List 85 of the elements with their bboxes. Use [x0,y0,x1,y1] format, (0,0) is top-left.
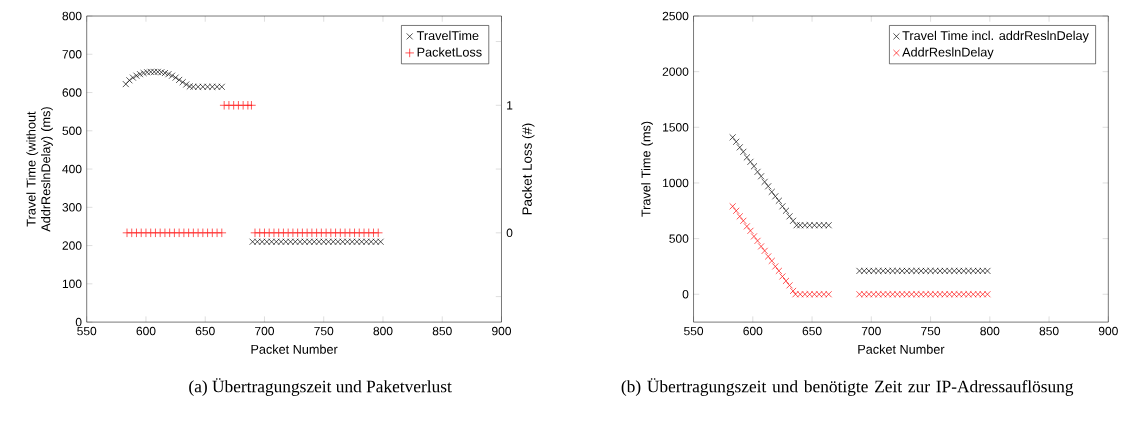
point [743,153,751,161]
point [768,257,776,265]
point [775,197,783,205]
point [732,138,740,146]
point [736,143,744,151]
x-tick-label: 900 [492,326,512,336]
legend-label: AddrReslnDelay [902,47,994,60]
point [768,188,776,196]
x-tick-label: 800 [373,326,393,336]
x-tick-label: 750 [921,326,941,336]
point [771,192,779,200]
legend-label: PacketLoss [417,47,482,57]
point [736,212,744,220]
y-tick-label: 0 [682,289,689,299]
point [729,202,737,210]
point [747,227,754,235]
y-tick-label: 600 [62,88,82,97]
point [782,207,790,215]
y-tick-label: 800 [62,11,82,21]
y-tick-label: 100 [62,279,82,289]
x-tick-label: 700 [255,326,275,336]
point [764,182,772,190]
y-tick-label: 700 [62,49,82,59]
y-tick-label: 500 [669,234,689,243]
point [771,263,779,270]
point [782,277,790,285]
point [789,217,797,225]
y-tick-label: 2500 [662,11,689,21]
point [732,207,740,215]
point [122,80,130,88]
point [779,273,786,280]
point [126,76,133,84]
text: (a) Übertragungszeit und Paketverlust [189,378,452,396]
x-tick-label: 550 [77,326,97,336]
x-tick-label: 600 [743,326,763,336]
point [757,172,765,180]
point [175,76,183,84]
point [743,222,751,230]
x-tick-label: 600 [136,326,156,336]
x-tick-label: 850 [432,326,452,336]
point [779,202,786,210]
x-tick-label: 750 [314,326,334,336]
x-axis-title: Packet Number [251,344,338,354]
y-tick-label: 500 [62,126,82,135]
y2-tick-label: 1 [507,101,513,110]
x-axis-title: Packet Number [858,344,945,354]
x-tick-label: 700 [861,326,881,336]
x-tick-label: 550 [684,326,704,336]
point [761,247,769,255]
x-tick-label: 850 [1039,326,1059,336]
point [129,74,137,81]
point [750,162,758,170]
y-tick-label: 400 [62,164,82,174]
point [786,281,793,289]
y-tick-label: 200 [62,241,82,250]
point [172,74,179,81]
point [761,178,769,186]
y2-tick-label: 0 [506,228,513,238]
point [750,232,758,240]
point [757,242,765,250]
point [133,72,140,79]
point [747,158,754,166]
x-tick-label: 800 [980,326,1000,336]
legend-label: TravelTime [416,30,479,41]
y2-axis-title: Packet Loss (#) [522,123,535,215]
x-tick-label: 900 [1098,326,1118,336]
point [739,148,747,156]
point [729,133,737,141]
y-tick-label: 300 [62,203,82,212]
point [764,253,772,260]
x-tick-label: 650 [195,326,215,336]
y-tick-label: 1000 [663,178,689,188]
x-tick-label: 650 [802,326,822,336]
y-tick-label: 0 [75,317,82,327]
point [775,267,783,275]
y-axis-title: Travel Time (ms) [641,121,653,217]
y-tick-label: 2000 [662,67,689,76]
point [754,168,761,176]
text: (b) Übertragungszeit und benötigte Zeit zur IP-Adressauflösung [621,378,1074,396]
legend-label: Travel Time incl. addrReslnDelay [902,30,1089,43]
point [754,237,761,245]
y-axis-title: Travel Time (without AddrReslnDelay) (ms) [26,107,53,232]
y-tick-label: 1500 [663,122,689,132]
point [786,212,793,220]
point [739,217,747,225]
